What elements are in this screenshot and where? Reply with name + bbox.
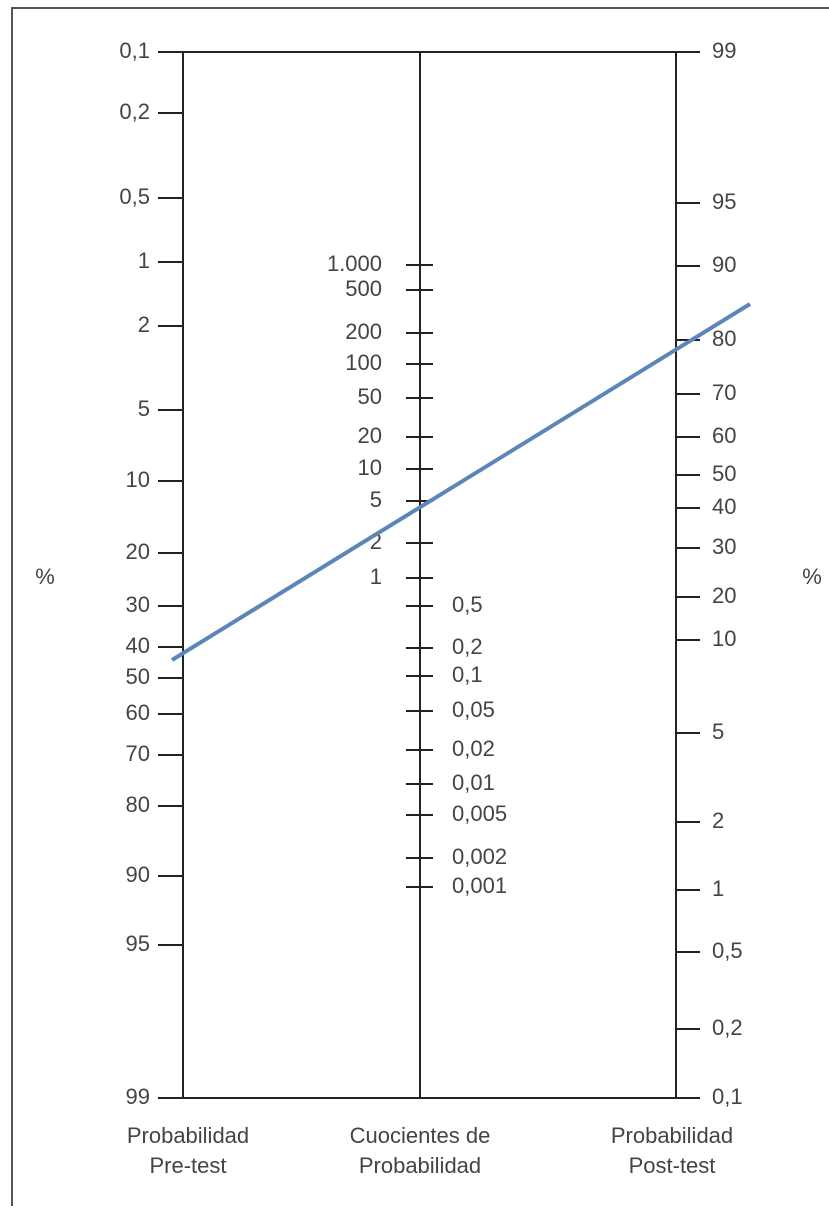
- tick-label: 0,2: [452, 634, 483, 659]
- tick-label: 500: [345, 276, 382, 301]
- tick-label: 70: [712, 380, 736, 405]
- tick-label: 40: [712, 494, 736, 519]
- tick-label: 0,01: [452, 770, 495, 795]
- tick-label: 200: [345, 319, 382, 344]
- tick-label: 1: [712, 876, 724, 901]
- tick-label: 0,2: [712, 1015, 743, 1040]
- tick-label: 80: [126, 792, 150, 817]
- tick-label: 0,1: [712, 1084, 743, 1109]
- tick-label: 50: [712, 461, 736, 486]
- tick-label: 99: [712, 38, 736, 63]
- tick-label: 30: [712, 534, 736, 559]
- tick-label: 0,05: [452, 697, 495, 722]
- axis-caption: Pre-test: [149, 1153, 226, 1178]
- tick-label: 5: [370, 487, 382, 512]
- tick-label: 50: [358, 384, 382, 409]
- tick-label: 0,2: [119, 99, 150, 124]
- tick-label: 0,02: [452, 736, 495, 761]
- tick-label: 50: [126, 664, 150, 689]
- tick-label: 20: [712, 583, 736, 608]
- tick-label: 10: [712, 626, 736, 651]
- tick-label: 0,005: [452, 801, 507, 826]
- tick-label: 0,5: [119, 184, 150, 209]
- tick-label: 30: [126, 592, 150, 617]
- tick-label: 100: [345, 350, 382, 375]
- frame: [11, 7, 829, 1211]
- tick-label: 0,5: [452, 592, 483, 617]
- tick-label: 40: [126, 633, 150, 658]
- tick-label: 70: [126, 741, 150, 766]
- tick-label: 20: [126, 539, 150, 564]
- axis-caption: Probabilidad: [359, 1153, 481, 1178]
- axis-caption: Post-test: [629, 1153, 716, 1178]
- tick-label: 0,1: [452, 662, 483, 687]
- unit-label: %: [802, 564, 822, 589]
- axis-caption: Probabilidad: [611, 1123, 733, 1148]
- tick-label: 0,1: [119, 38, 150, 63]
- tick-label: 0,5: [712, 938, 743, 963]
- tick-label: 10: [126, 467, 150, 492]
- tick-label: 0,001: [452, 873, 507, 898]
- tick-label: 95: [712, 189, 736, 214]
- tick-label: 99: [126, 1084, 150, 1109]
- tick-label: 90: [126, 862, 150, 887]
- tick-label: 20: [358, 423, 382, 448]
- axis-caption: Cuocientes de: [350, 1123, 491, 1148]
- example-line: [170, 302, 752, 662]
- axis-caption: Probabilidad: [127, 1123, 249, 1148]
- tick-label: 2: [712, 808, 724, 833]
- tick-label: 1: [370, 564, 382, 589]
- tick-label: 5: [712, 719, 724, 744]
- tick-label: 1.000: [327, 251, 382, 276]
- tick-label: 90: [712, 252, 736, 277]
- unit-label: %: [35, 564, 55, 589]
- tick-label: 5: [138, 396, 150, 421]
- tick-label: 60: [712, 423, 736, 448]
- tick-label: 60: [126, 700, 150, 725]
- tick-label: 2: [138, 312, 150, 337]
- tick-label: 1: [138, 248, 150, 273]
- tick-label: 10: [358, 455, 382, 480]
- tick-label: 95: [126, 931, 150, 956]
- tick-label: 0,002: [452, 844, 507, 869]
- tick-label: 80: [712, 326, 736, 351]
